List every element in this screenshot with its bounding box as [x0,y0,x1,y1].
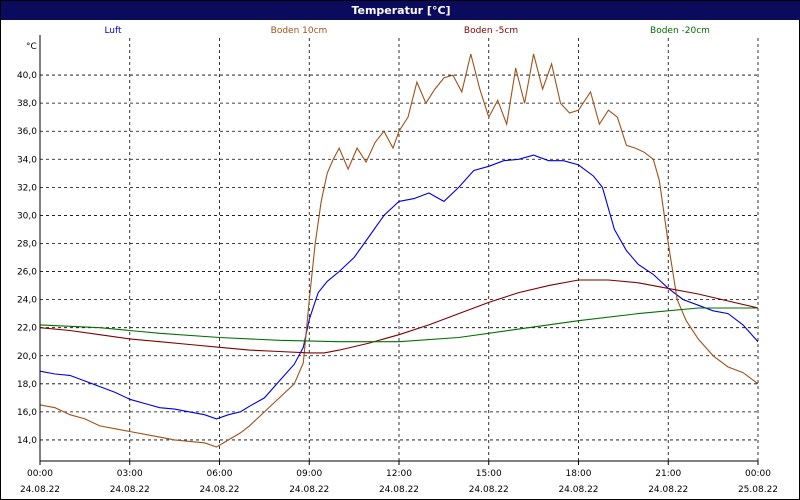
series-line-boden-20cm [40,307,758,343]
y-tick-label: 18,0 [17,380,37,390]
x-tick-date: 24.08.22 [648,485,688,495]
chart-title: Temperatur [°C] [1,1,800,20]
x-tick-time: 15:00 [476,469,502,479]
series-line-boden-10cm [40,53,758,448]
x-tick-date: 24.08.22 [289,485,329,495]
legend-entry: Boden -5cm [464,26,518,36]
y-tick-label: 16,0 [17,408,37,418]
y-tick-label: 20,0 [17,352,37,362]
y-tick-label: 38,0 [17,99,37,109]
y-tick-label: 36,0 [17,127,37,137]
x-tick-date: 24.08.22 [110,485,150,495]
x-tick-time: 21:00 [655,469,681,479]
x-tick-date: 24.08.22 [20,485,60,495]
legend-entry: Boden 10cm [271,26,328,36]
series-lines [40,53,758,448]
x-tick-time: 18:00 [566,469,592,479]
legend-entry: Boden -20cm [650,26,710,36]
y-tick-label: 24,0 [17,296,37,306]
x-tick-date: 24.08.22 [469,485,509,495]
x-tick-date: 24.08.22 [199,485,239,495]
y-tick-label: 26,0 [17,268,37,278]
y-tick-label: 34,0 [17,155,37,165]
x-tick-time: 12:00 [386,469,412,479]
x-tick-date: 25.08.22 [738,485,778,495]
series-line-luft [40,154,758,420]
y-tick-label: 28,0 [17,239,37,249]
axes: 14,0 16,0 18,0 20,0 22,0 24,0 26,0 28,0 30,0 32,0… [17,35,778,495]
x-tick-date: 24.08.22 [558,485,598,495]
legend-entry: Luft [104,26,122,36]
y-tick-label: 30,0 [17,211,37,221]
x-tick-time: 00:00 [745,469,771,479]
series-line-boden-5cm [40,279,758,354]
y-tick-label: 40,0 [17,71,37,81]
x-tick-time: 03:00 [117,469,143,479]
legend: Luft Boden 10cm Boden -5cm Boden -20cm [104,26,710,36]
y-tick-label: 14,0 [17,436,37,446]
y-tick-label: 32,0 [17,183,37,193]
x-tick-time: 09:00 [296,469,322,479]
x-tick-date: 24.08.22 [379,485,419,495]
x-tick-time: 06:00 [207,469,233,479]
y-axis-label: °C [26,42,37,52]
grid [40,38,759,461]
x-tick-time: 00:00 [27,469,53,479]
y-tick-label: 22,0 [17,324,37,334]
